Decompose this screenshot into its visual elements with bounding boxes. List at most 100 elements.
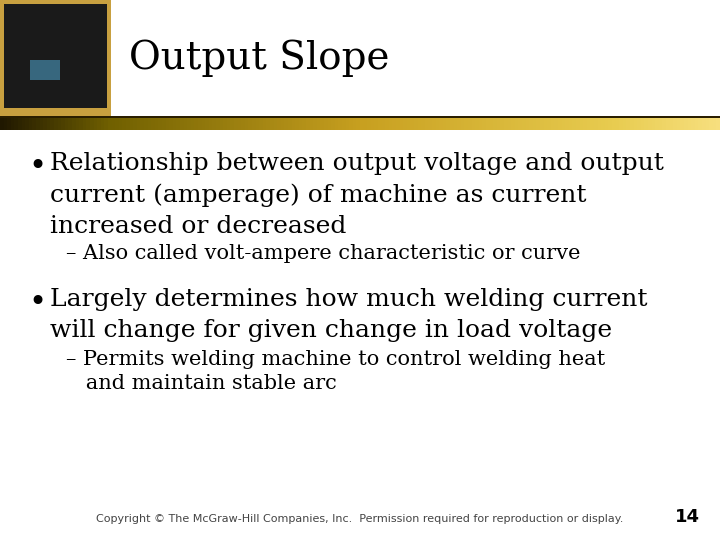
Bar [97,116,102,130]
Bar [180,116,184,130]
Bar [54,116,58,130]
Bar [479,116,483,130]
Bar [562,116,566,130]
Bar [554,116,559,130]
Bar [122,116,127,130]
Bar [173,116,177,130]
Bar [36,116,40,130]
Bar [677,116,681,130]
Bar [68,116,73,130]
Bar [295,116,300,130]
Bar [22,116,26,130]
Bar [529,116,534,130]
Bar [572,116,577,130]
Bar [652,116,656,130]
Bar [263,116,267,130]
Text: – Also called volt-ampere characteristic or curve: – Also called volt-ampere characteristic… [66,244,580,263]
Bar [464,116,469,130]
Bar [79,116,84,130]
Bar [468,116,472,130]
Bar [400,116,404,130]
Bar [385,116,390,130]
Bar [72,116,76,130]
Bar [101,116,105,130]
Bar [407,116,411,130]
Bar [223,116,228,130]
Bar [695,116,699,130]
Bar [378,116,382,130]
Bar [83,116,87,130]
Bar [716,116,720,130]
Bar [482,116,487,130]
Bar [166,116,170,130]
Bar [684,116,688,130]
Bar [61,116,66,130]
Bar [313,116,318,130]
Bar [626,116,631,130]
Bar [0,0,720,116]
Bar [11,116,15,130]
Bar [432,116,436,130]
Bar [0,116,4,130]
Bar [702,116,706,130]
Bar [436,116,440,130]
Bar [396,116,400,130]
Bar [497,116,501,130]
Bar [176,116,181,130]
Bar [209,116,213,130]
Bar [688,116,692,130]
Bar [612,116,616,130]
Bar [144,116,148,130]
Bar [709,116,714,130]
Bar [410,116,415,130]
Bar [169,116,174,130]
Bar [140,116,145,130]
Bar [320,116,325,130]
Bar [212,116,217,130]
Bar [130,116,134,130]
Bar [360,116,364,130]
Bar [115,116,120,130]
Bar [349,116,354,130]
Text: Largely determines how much welding current
will change for given change in load: Largely determines how much welding curr… [50,288,647,342]
Bar [227,116,231,130]
Bar [641,116,645,130]
Bar [256,116,260,130]
Bar [655,116,660,130]
Bar [65,116,69,130]
Bar [126,116,130,130]
Bar [461,116,465,130]
Bar [317,116,321,130]
Bar [587,116,591,130]
Bar [536,116,541,130]
Bar [490,116,494,130]
Bar [328,116,332,130]
Bar [590,116,595,130]
Bar [713,116,717,130]
Bar [76,116,80,130]
Bar [158,116,163,130]
Bar [198,116,202,130]
Bar [277,116,282,130]
Bar [187,116,192,130]
Bar [259,116,264,130]
Text: – Permits welding machine to control welding heat
   and maintain stable arc: – Permits welding machine to control wel… [66,350,606,393]
Bar [511,116,516,130]
Bar [414,116,418,130]
Bar [342,116,346,130]
Bar [605,116,609,130]
Bar [0,0,111,116]
Bar [475,116,480,130]
Bar [43,116,48,130]
Bar [30,60,60,80]
Bar [583,116,588,130]
Bar [202,116,206,130]
Bar [389,116,393,130]
Bar [266,116,271,130]
Bar [331,116,336,130]
Bar [454,116,458,130]
Bar [306,116,310,130]
Bar [598,116,602,130]
Bar [299,116,303,130]
Bar [680,116,685,130]
